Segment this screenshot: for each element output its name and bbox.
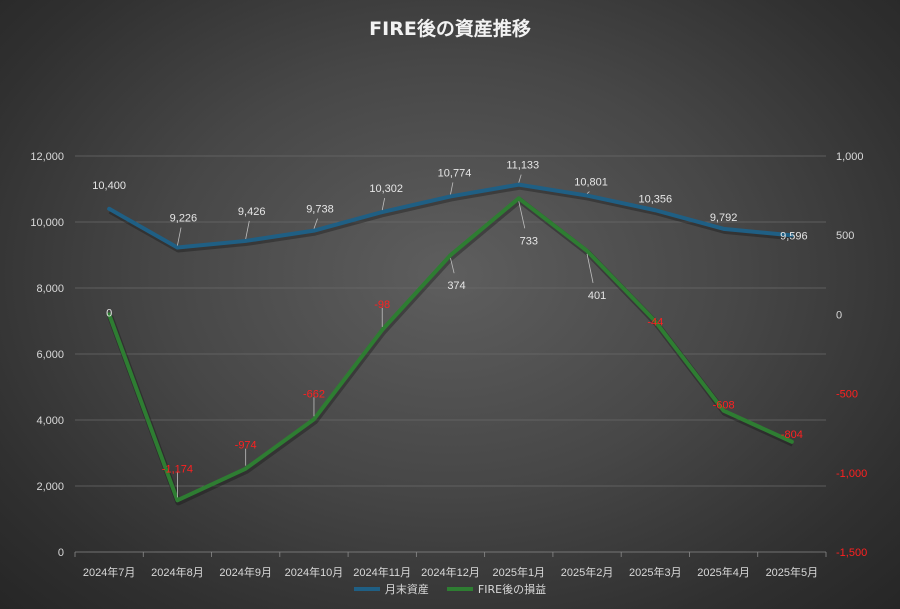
x-tick-label: 2025年3月 <box>629 565 682 579</box>
legend-label-assets: 月末資産 <box>384 583 429 596</box>
leader-line <box>518 174 522 183</box>
chart-legend: 月末資産 FIRE後の損益 <box>0 581 900 597</box>
y-left-tick-label: 8,000 <box>36 283 64 295</box>
x-tick-label: 2024年8月 <box>151 565 204 579</box>
legend-label-profit: FIRE後の損益 <box>477 583 547 596</box>
data-label-assets: 9,738 <box>306 204 334 216</box>
data-label-profit: -44 <box>647 316 663 328</box>
legend-item-profit: FIRE後の損益 <box>446 581 547 597</box>
x-tick-label: 2024年10月 <box>285 565 344 579</box>
y-right-tick-label: -1,000 <box>836 468 867 480</box>
x-tick-label: 2024年7月 <box>83 565 136 579</box>
data-label-assets: 9,792 <box>710 212 738 224</box>
data-label-profit: -98 <box>374 299 390 311</box>
data-label-profit: 733 <box>520 235 538 247</box>
y-left-tick-label: 2,000 <box>36 481 64 493</box>
legend-swatch-profit <box>446 587 473 591</box>
x-tick-label: 2025年5月 <box>766 565 819 579</box>
y-right-tick-label: -1,500 <box>836 547 867 559</box>
data-label-assets: 9,426 <box>238 206 266 218</box>
y-left-tick-label: 4,000 <box>36 415 64 427</box>
legend-swatch-assets <box>353 587 380 591</box>
x-tick-label: 2025年2月 <box>561 565 614 579</box>
x-tick-label: 2024年12月 <box>421 565 480 579</box>
data-label-profit: 401 <box>588 290 606 302</box>
leader-line <box>586 253 594 283</box>
data-label-profit: -804 <box>781 429 803 441</box>
leader-line <box>586 191 590 194</box>
leader-line <box>518 201 526 229</box>
data-label-profit: 0 <box>106 307 112 319</box>
data-label-assets: 11,133 <box>506 160 539 172</box>
x-tick-label: 2025年4月 <box>697 565 750 579</box>
series-line-profit <box>107 196 794 503</box>
data-label-profit: -1,174 <box>162 463 193 475</box>
data-label-profit: -608 <box>713 400 735 412</box>
y-right-tick-label: -500 <box>836 389 858 401</box>
leader-line <box>313 218 318 229</box>
y-right-tick-label: 500 <box>836 230 854 242</box>
y-left-tick-label: 6,000 <box>36 349 64 361</box>
leader-line <box>450 258 455 274</box>
y-right-tick-label: 1,000 <box>836 151 864 163</box>
x-tick-label: 2024年9月 <box>219 565 272 579</box>
data-label-profit: -662 <box>303 388 325 400</box>
leader-line <box>450 182 454 195</box>
series-line-assets <box>107 182 794 250</box>
data-label-profit: 374 <box>447 280 465 292</box>
x-tick-label: 2025年1月 <box>492 565 545 579</box>
data-label-profit: -974 <box>235 440 257 452</box>
data-label-assets: 10,356 <box>638 193 672 205</box>
leader-line <box>177 227 182 246</box>
y-left-tick-label: 10,000 <box>30 217 64 229</box>
y-right-tick-label: 0 <box>836 309 842 321</box>
leader-line <box>381 197 386 211</box>
data-label-assets: 10,774 <box>438 167 472 179</box>
y-left-tick-label: 0 <box>58 547 64 559</box>
chart-title: FIRE後の資産推移 <box>369 18 531 40</box>
leader-line <box>245 220 250 240</box>
legend-item-assets: 月末資産 <box>353 581 429 597</box>
data-label-assets: 10,302 <box>369 183 403 195</box>
data-label-assets: 9,596 <box>780 230 808 242</box>
y-left-tick-label: 12,000 <box>30 151 64 163</box>
data-label-assets: 9,226 <box>170 213 198 225</box>
data-label-assets: 10,400 <box>92 180 126 192</box>
data-label-assets: 10,801 <box>574 177 608 189</box>
x-tick-label: 2024年11月 <box>353 565 411 579</box>
